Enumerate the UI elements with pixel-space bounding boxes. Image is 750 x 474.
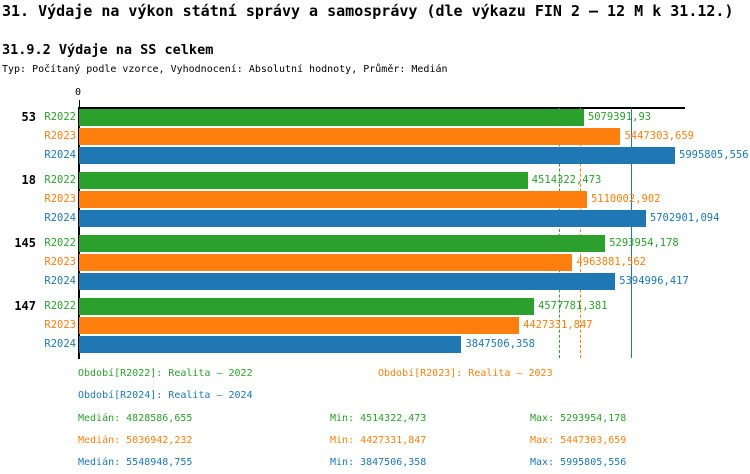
- chart-meta-line: Typ: Počítaný podle vzorce, Vyhodnocení:…: [2, 64, 448, 75]
- series-label-R2024: R2024: [44, 275, 76, 287]
- bar-145-R2024[interactable]: [79, 273, 616, 290]
- series-label-R2022: R2022: [44, 300, 76, 312]
- series-label-R2022: R2022: [44, 111, 76, 123]
- bar-value-label: 5995805,556: [679, 149, 749, 161]
- stat-min-2024: Min: 3847506,358: [330, 457, 427, 468]
- bar-53-R2022[interactable]: [79, 109, 584, 126]
- stat-min-2022: Min: 4514322,473: [330, 413, 427, 424]
- series-label-R2022: R2022: [44, 237, 76, 249]
- axis-zero-tick: [78, 100, 81, 108]
- category-label-53: 53: [21, 110, 36, 124]
- series-label-R2023: R2023: [44, 319, 76, 331]
- bar-value-label: 3847506,358: [465, 338, 535, 350]
- bar-18-R2023[interactable]: [79, 191, 587, 208]
- stat-max-2022: Max: 5293954,178: [530, 413, 627, 424]
- legend-item-2024[interactable]: Období[R2024]: Realita – 2024: [78, 390, 253, 401]
- bar-145-R2022[interactable]: [79, 235, 606, 252]
- series-label-R2024: R2024: [44, 149, 76, 161]
- chart-subtitle: 31.9.2 Výdaje na SS celkem: [2, 42, 214, 58]
- legend-item-2022[interactable]: Období[R2022]: Realita – 2022: [78, 368, 253, 379]
- bar-147-R2022[interactable]: [79, 298, 535, 315]
- legend-and-stats: Období[R2022]: Realita – 2022 Období[R202…: [0, 368, 750, 474]
- stat-max-2024: Max: 5995805,556: [530, 457, 627, 468]
- reference-line-median-2023: [579, 108, 583, 358]
- bar-145-R2023[interactable]: [79, 254, 573, 271]
- bar-value-label: 5702901,094: [649, 212, 720, 224]
- bar-value-label: 4963881,562: [576, 256, 646, 268]
- axis-category-spine: [78, 107, 80, 359]
- series-label-R2023: R2023: [44, 256, 76, 268]
- bar-value-label: 5447303,659: [624, 130, 695, 142]
- series-label-R2022: R2022: [44, 174, 76, 186]
- stat-median-2023: Medián: 5036942,232: [78, 435, 193, 446]
- page-title: 31. Výdaje na výkon státní správy a samo…: [2, 2, 734, 20]
- bar-value-label: 5079391,93: [587, 111, 652, 123]
- category-label-18: 18: [21, 173, 36, 187]
- bar-value-label: 5110002,902: [590, 193, 661, 205]
- series-label-R2023: R2023: [44, 130, 76, 142]
- series-label-R2024: R2024: [44, 212, 76, 224]
- stat-median-2022: Medián: 4828586,655: [78, 413, 193, 424]
- bar-53-R2023[interactable]: [79, 128, 621, 145]
- category-label-145: 145: [14, 236, 36, 250]
- bar-value-label: 4577781,381: [538, 300, 608, 312]
- bar-value-label: 4514322,473: [531, 174, 602, 186]
- bar-53-R2024[interactable]: [79, 147, 675, 164]
- bar-chart-plot: 0 5079391,93 R2022 5447303,659 R2023 5995805…: [0, 87, 750, 363]
- legend-item-2023[interactable]: Období[R2023]: Realita – 2023: [378, 368, 553, 379]
- bar-18-R2024[interactable]: [79, 210, 646, 227]
- bar-value-label: 4427331,847: [523, 319, 593, 331]
- bar-value-label: 5394996,417: [619, 275, 689, 287]
- stat-median-2024: Medián: 5548948,755: [78, 457, 193, 468]
- bar-value-label: 5293954,178: [609, 237, 679, 249]
- series-label-R2023: R2023: [44, 193, 76, 205]
- category-label-147: 147: [14, 299, 36, 313]
- axis-zero-tick-label: 0: [75, 87, 82, 98]
- reference-line-median-2022: [558, 108, 562, 358]
- axis-top-spine: [79, 107, 685, 109]
- reference-line-median-2024: [630, 108, 633, 358]
- stat-min-2023: Min: 4427331,847: [330, 435, 427, 446]
- bar-147-R2024[interactable]: [79, 336, 462, 353]
- stat-max-2023: Max: 5447303,659: [530, 435, 627, 446]
- series-label-R2024: R2024: [44, 338, 76, 350]
- bar-18-R2022[interactable]: [79, 172, 528, 189]
- bar-147-R2023[interactable]: [79, 317, 520, 334]
